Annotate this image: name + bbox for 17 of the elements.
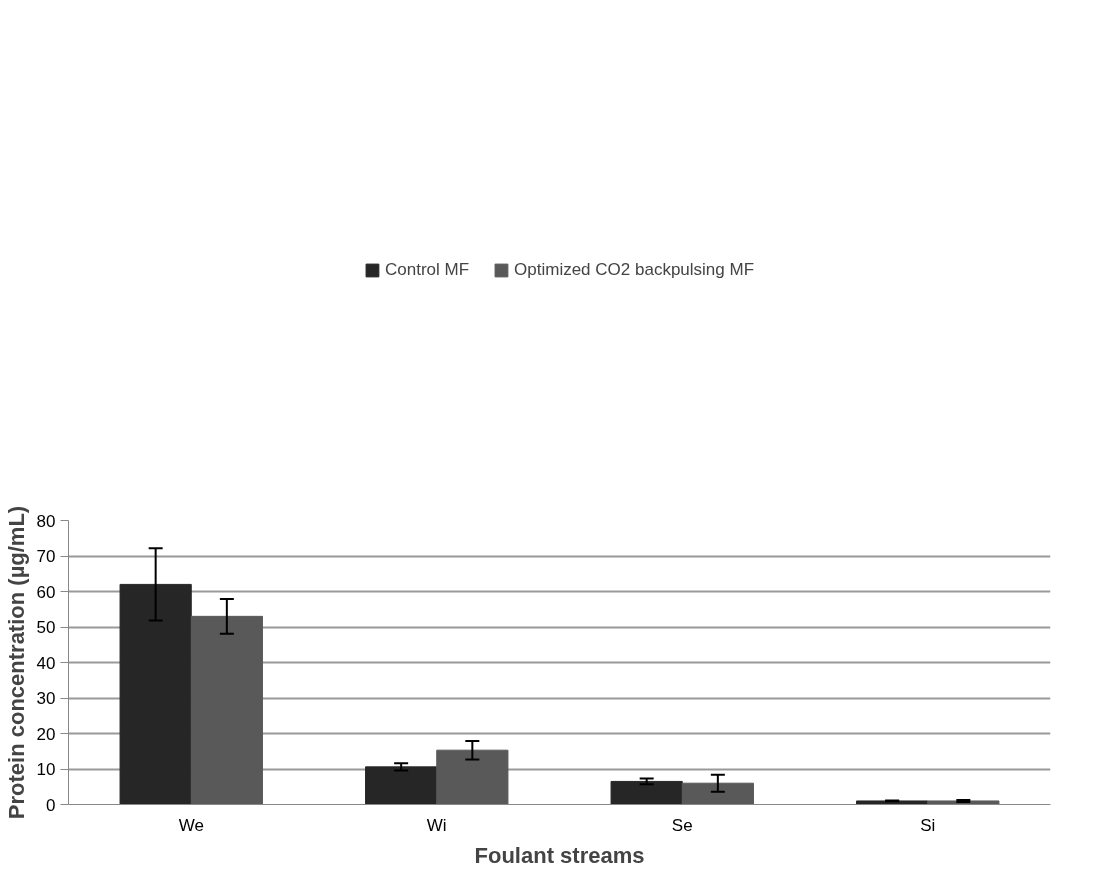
x-tick-label: Se xyxy=(671,815,693,835)
y-axis-title: Protein concentration (µg/mL) xyxy=(3,505,29,820)
legend-label: Optimized CO2 backpulsing MF xyxy=(514,260,755,280)
y-tick-label: 20 xyxy=(36,724,56,744)
x-tick-label: We xyxy=(178,815,204,835)
x-axis-title: Foulant streams xyxy=(474,842,645,868)
y-tick-label: 80 xyxy=(36,511,56,531)
y-tick-label: 60 xyxy=(36,582,56,602)
legend-label: Control MF xyxy=(384,260,470,280)
y-tick-label: 70 xyxy=(36,547,56,566)
y-tick-label: 50 xyxy=(36,618,56,637)
y-tick-label: 30 xyxy=(36,689,56,708)
y-tick-label: 10 xyxy=(36,760,56,779)
y-tick-label: 0 xyxy=(46,795,56,815)
x-tick-label: Wi xyxy=(426,815,447,835)
y-tick-label: 40 xyxy=(36,653,56,673)
x-tick-label: Si xyxy=(920,815,936,835)
